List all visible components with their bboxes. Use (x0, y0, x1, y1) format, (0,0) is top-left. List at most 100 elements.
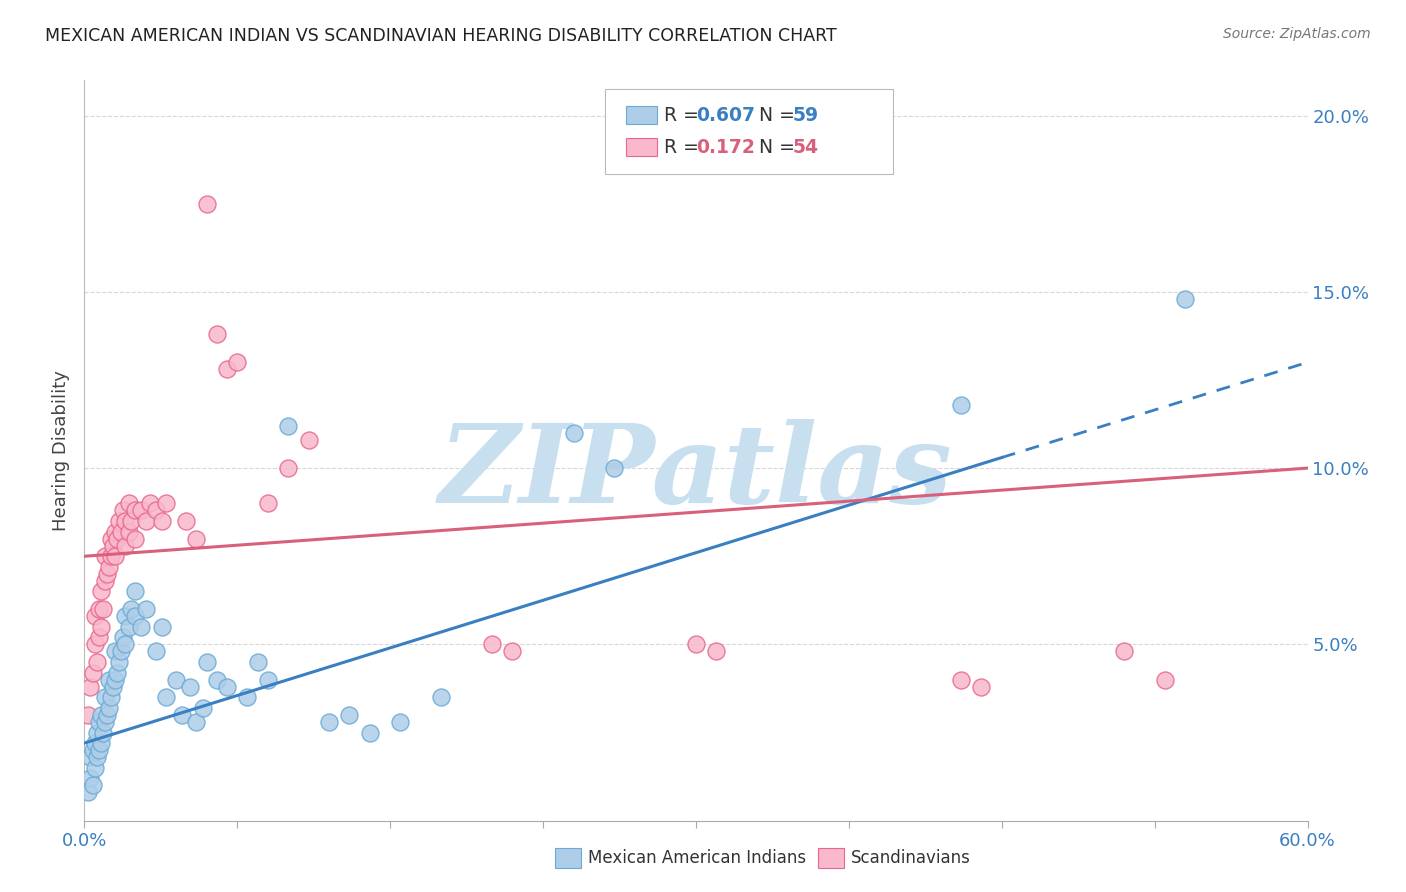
Point (502, 644, 524, 658)
Point (970, 680, 993, 694)
Text: R =: R = (664, 105, 704, 125)
Point (685, 637, 707, 651)
Text: N =: N = (759, 105, 801, 125)
Point (93, 549, 115, 564)
Point (205, 327, 228, 342)
Point (155, 496, 177, 510)
Point (87, 743, 110, 757)
Point (114, 637, 136, 651)
Point (195, 196, 218, 211)
Point (79, 680, 101, 694)
Point (706, 644, 728, 658)
Point (277, 418, 299, 433)
Point (104, 524, 127, 539)
Point (82, 743, 104, 757)
Point (118, 620, 141, 634)
Point (83, 736, 105, 750)
Point (108, 655, 131, 669)
Point (277, 461, 299, 475)
Point (87, 602, 110, 616)
Text: MEXICAN AMERICAN INDIAN VS SCANDINAVIAN HEARING DISABILITY CORRELATION CHART: MEXICAN AMERICAN INDIAN VS SCANDINAVIAN … (45, 27, 837, 45)
Point (93, 714, 115, 729)
Text: R =: R = (664, 137, 710, 157)
Point (236, 690, 259, 705)
Point (114, 514, 136, 528)
Point (96, 707, 118, 722)
Text: 54: 54 (793, 137, 818, 157)
Point (205, 673, 228, 687)
Point (108, 514, 131, 528)
Text: ZIPatlas: ZIPatlas (439, 419, 953, 526)
Point (93, 690, 115, 705)
Point (246, 655, 269, 669)
Point (145, 644, 167, 658)
Point (186, 532, 208, 546)
Point (82, 778, 104, 792)
Point (112, 630, 135, 644)
Point (110, 644, 132, 658)
Point (100, 532, 122, 546)
Point (83, 761, 105, 775)
Text: 0.172: 0.172 (696, 137, 755, 157)
Point (186, 714, 208, 729)
Point (100, 690, 122, 705)
Point (93, 574, 115, 588)
Point (298, 433, 321, 447)
Point (97, 559, 120, 574)
Point (195, 655, 218, 669)
Text: N =: N = (759, 137, 801, 157)
Point (191, 701, 214, 715)
Point (179, 680, 201, 694)
Text: 0.607: 0.607 (696, 105, 755, 125)
Point (110, 524, 132, 539)
Point (603, 461, 626, 475)
Point (124, 532, 146, 546)
Point (114, 609, 136, 624)
Point (100, 549, 122, 564)
Point (77, 707, 100, 722)
Text: Scandinavians: Scandinavians (851, 849, 970, 867)
Point (150, 620, 173, 634)
Point (430, 690, 453, 705)
Point (82, 665, 104, 680)
Point (86, 655, 108, 669)
Point (145, 503, 167, 517)
Point (79, 772, 101, 786)
Point (97, 673, 120, 687)
Text: 59: 59 (793, 105, 820, 125)
Point (90, 736, 112, 750)
Point (174, 514, 197, 528)
Point (90, 707, 112, 722)
Point (950, 673, 973, 687)
Point (86, 750, 108, 764)
Text: Mexican American Indians: Mexican American Indians (588, 849, 806, 867)
Point (91, 602, 114, 616)
Point (87, 714, 110, 729)
Point (150, 514, 173, 528)
Point (135, 602, 157, 616)
Point (120, 602, 142, 616)
Point (155, 690, 177, 705)
Point (83, 637, 105, 651)
Point (172, 707, 194, 722)
Point (359, 725, 381, 739)
Point (87, 630, 110, 644)
Point (950, 398, 973, 412)
Point (217, 680, 239, 694)
Point (124, 503, 146, 517)
Point (79, 750, 101, 764)
Point (96, 566, 118, 581)
Point (104, 549, 127, 564)
Point (83, 609, 105, 624)
Point (257, 673, 280, 687)
Point (104, 644, 127, 658)
Point (135, 514, 157, 528)
Point (120, 514, 142, 528)
Y-axis label: Hearing Disability: Hearing Disability (52, 370, 70, 531)
Point (77, 785, 100, 799)
Point (131, 503, 153, 517)
Point (124, 584, 146, 599)
Point (118, 496, 141, 510)
Point (217, 362, 239, 376)
Point (105, 532, 128, 546)
